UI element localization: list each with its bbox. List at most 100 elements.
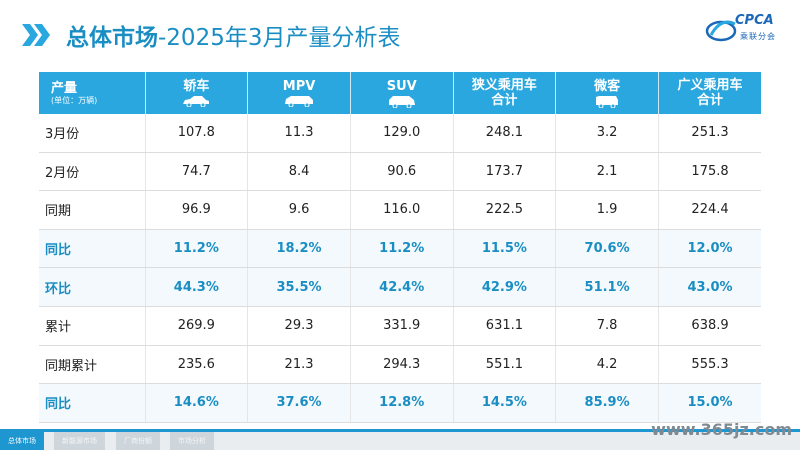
- table-cell: 248.1: [453, 114, 557, 153]
- production-table: 产量 (单位：万辆) 轿车 MPV SUV 狭义乘用车 合计 微客 广义乘用车 合计 3月份 1…: [39, 72, 762, 423]
- table-cell: 638.9: [658, 306, 762, 346]
- table-cell: 44.3%: [145, 267, 249, 307]
- table-row: 同比 11.2% 18.2% 11.2% 11.5% 70.6% 12.0%: [39, 229, 762, 269]
- column-header-label: 合计: [491, 93, 518, 108]
- table-row: 2月份 74.7 8.4 90.6 173.7 2.1 175.8: [39, 152, 762, 192]
- table-corner-header: 产量 (单位：万辆): [39, 72, 146, 114]
- mpv-icon: [248, 95, 350, 107]
- table-row: 同比 14.6% 37.6% 12.8% 14.5% 85.9% 15.0%: [39, 383, 762, 423]
- production-table-container: 产量 (单位：万辆) 轿车 MPV SUV 狭义乘用车 合计 微客 广义乘用车 合计 3月份 1…: [39, 72, 762, 423]
- row-label: 同比: [39, 383, 146, 423]
- table-cell: 85.9%: [555, 383, 659, 423]
- table-cell: 2.1: [555, 152, 659, 192]
- table-cell: 51.1%: [555, 267, 659, 307]
- cpca-logo: [705, 20, 737, 42]
- table-cell: 96.9: [145, 190, 249, 230]
- corner-title: 产量: [51, 80, 78, 96]
- site-watermark: www.365jz.com: [651, 420, 792, 439]
- table-cell: 11.3: [247, 114, 351, 153]
- table-cell: 8.4: [247, 152, 351, 192]
- table-cell: 129.0: [350, 114, 454, 153]
- table-cell: 251.3: [658, 114, 762, 153]
- column-header: SUV: [350, 72, 454, 114]
- table-cell: 70.6%: [555, 229, 659, 269]
- header: 总体市场-2025年3月产量分析表 CPCA 乘联分会: [0, 0, 800, 62]
- table-cell: 331.9: [350, 306, 454, 346]
- column-header-label: 微客: [594, 78, 621, 94]
- table-row: 3月份 107.8 11.3 129.0 248.1 3.2 251.3: [39, 114, 762, 153]
- table-cell: 11.2%: [145, 229, 249, 269]
- table-cell: 555.3: [658, 345, 762, 385]
- column-header: 轿车: [145, 72, 249, 114]
- footer-tab[interactable]: 总体市场: [0, 432, 44, 450]
- column-header-label: 狭义乘用车: [471, 78, 537, 93]
- table-cell: 14.6%: [145, 383, 249, 423]
- row-label: 同期: [39, 190, 146, 230]
- footer-nav: 总体市场 新能源市场 厂商份额 市场分析: [0, 432, 800, 450]
- table-cell: 12.0%: [658, 229, 762, 269]
- table-cell: 74.7: [145, 152, 249, 192]
- table-cell: 631.1: [453, 306, 557, 346]
- table-cell: 9.6: [247, 190, 351, 230]
- row-label: 环比: [39, 267, 146, 307]
- table-cell: 37.6%: [247, 383, 351, 423]
- minivan-icon: [556, 95, 658, 108]
- row-label: 同期累计: [39, 345, 146, 385]
- table-row: 同期累计 235.6 21.3 294.3 551.1 4.2 555.3: [39, 345, 762, 385]
- row-label: 同比: [39, 229, 146, 269]
- table-cell: 3.2: [555, 114, 659, 153]
- table-cell: 294.3: [350, 345, 454, 385]
- double-chevron-icon: [22, 24, 50, 46]
- table-cell: 42.9%: [453, 267, 557, 307]
- table-cell: 11.2%: [350, 229, 454, 269]
- footer-tab[interactable]: 新能源市场: [54, 432, 105, 450]
- column-header-label: SUV: [386, 78, 417, 94]
- logo-text: CPCA: [735, 13, 774, 28]
- table-cell: 173.7: [453, 152, 557, 192]
- table-cell: 12.8%: [350, 383, 454, 423]
- footer-tab[interactable]: 厂商份额: [116, 432, 160, 450]
- row-label: 3月份: [39, 114, 146, 153]
- column-header: 广义乘用车 合计: [658, 72, 762, 114]
- table-cell: 224.4: [658, 190, 762, 230]
- corner-unit: (单位：万辆): [51, 95, 98, 105]
- row-label: 2月份: [39, 152, 146, 192]
- column-header: 狭义乘用车 合计: [453, 72, 557, 114]
- table-cell: 15.0%: [658, 383, 762, 423]
- table-cell: 551.1: [453, 345, 557, 385]
- table-row: 同期 96.9 9.6 116.0 222.5 1.9 224.4: [39, 190, 762, 230]
- table-cell: 107.8: [145, 114, 249, 153]
- logo-subtext: 乘联分会: [740, 32, 776, 41]
- table-cell: 222.5: [453, 190, 557, 230]
- table-cell: 116.0: [350, 190, 454, 230]
- table-cell: 175.8: [658, 152, 762, 192]
- table-cell: 35.5%: [247, 267, 351, 307]
- row-label: 累计: [39, 306, 146, 346]
- table-cell: 43.0%: [658, 267, 762, 307]
- table-cell: 14.5%: [453, 383, 557, 423]
- suv-icon: [351, 95, 453, 108]
- table-cell: 18.2%: [247, 229, 351, 269]
- table-cell: 29.3: [247, 306, 351, 346]
- sedan-icon: [146, 95, 248, 107]
- table-cell: 4.2: [555, 345, 659, 385]
- table-cell: 21.3: [247, 345, 351, 385]
- table-cell: 11.5%: [453, 229, 557, 269]
- page-title: 总体市场-2025年3月产量分析表: [66, 25, 401, 51]
- column-header: 微客: [555, 72, 659, 114]
- table-header-row: 产量 (单位：万辆) 轿车 MPV SUV 狭义乘用车 合计 微客 广义乘用车 合计: [39, 72, 762, 114]
- column-header-label: 广义乘用车: [677, 78, 743, 93]
- column-header-label: 合计: [697, 93, 724, 108]
- table-cell: 42.4%: [350, 267, 454, 307]
- table-cell: 7.8: [555, 306, 659, 346]
- table-body: 3月份 107.8 11.3 129.0 248.1 3.2 251.3 2月份 74.7 8.4…: [39, 114, 762, 423]
- table-cell: 235.6: [145, 345, 249, 385]
- table-row: 环比 44.3% 35.5% 42.4% 42.9% 51.1% 43.0%: [39, 267, 762, 307]
- footer-tab[interactable]: 市场分析: [170, 432, 214, 450]
- column-header-label: MPV: [282, 79, 316, 94]
- footer-accent-bar: [0, 429, 800, 432]
- table-cell: 90.6: [350, 152, 454, 192]
- table-cell: 1.9: [555, 190, 659, 230]
- column-header: MPV: [247, 72, 351, 114]
- table-row: 累计 269.9 29.3 331.9 631.1 7.8 638.9: [39, 306, 762, 346]
